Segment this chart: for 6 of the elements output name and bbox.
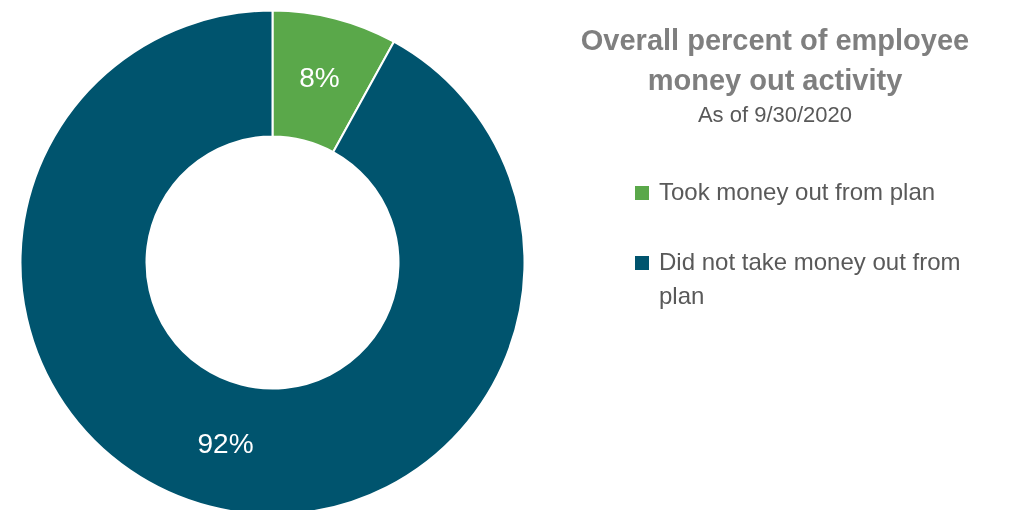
text: Overall percent of employee money out activity	[579, 23, 971, 98]
legend-label: Did not take money out from plan	[659, 247, 962, 311]
text: As of 9/30/2020	[696, 101, 854, 129]
legend-label: Took money out from plan	[659, 177, 937, 207]
data-label: 8%	[299, 62, 340, 94]
data-label: 92%	[197, 428, 254, 460]
